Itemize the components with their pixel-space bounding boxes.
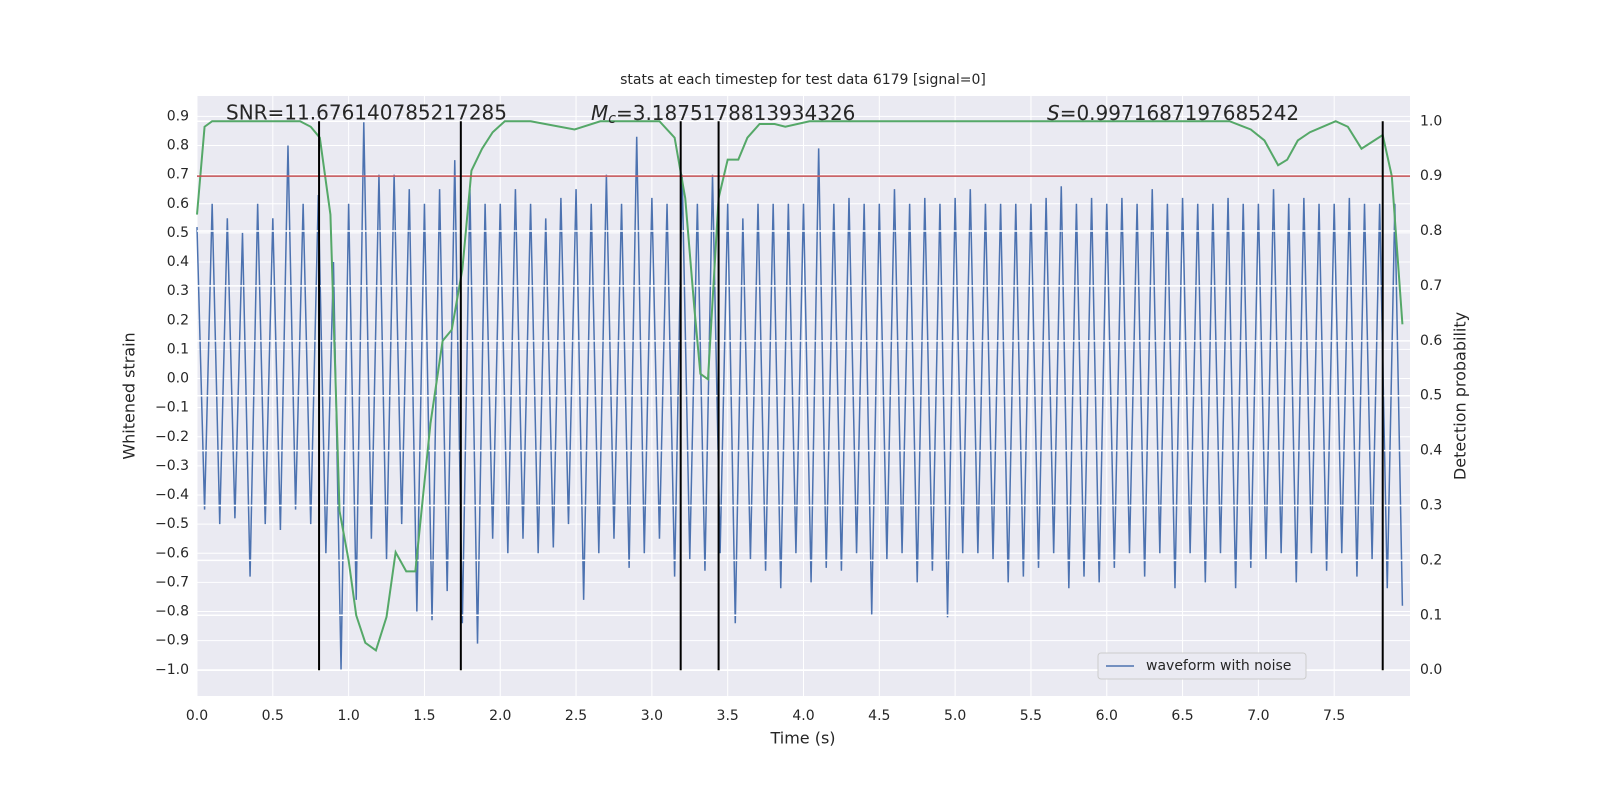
legend-box bbox=[1097, 652, 1307, 680]
x-tick-label: 2.5 bbox=[565, 708, 587, 724]
y2-axis-label: Detection probability bbox=[1451, 312, 1470, 480]
y-tick-label: 0.2 bbox=[167, 312, 189, 328]
x-tick-label: 7.5 bbox=[1323, 708, 1345, 724]
x-tick-label: 5.5 bbox=[1020, 708, 1042, 724]
y-tick-label: 0.9 bbox=[167, 108, 189, 124]
annotation-symbol: S bbox=[1047, 101, 1060, 125]
y2-tick-label: 0.1 bbox=[1420, 607, 1442, 623]
y-tick-label: −0.6 bbox=[155, 545, 189, 561]
y-tick-label: 0.8 bbox=[167, 138, 189, 154]
y2-tick-label: 0.3 bbox=[1420, 498, 1442, 514]
y-tick-label: 0.7 bbox=[167, 167, 189, 183]
x-axis-label: Time (s) bbox=[769, 729, 835, 748]
x-tick-label: 3.0 bbox=[641, 708, 663, 724]
x-tick-label: 6.5 bbox=[1171, 708, 1193, 724]
y-tick-label: −0.4 bbox=[155, 487, 189, 503]
x-tick-label: 0.0 bbox=[186, 708, 208, 724]
data-line bbox=[196, 122, 1404, 670]
y-tick-label: −0.8 bbox=[155, 604, 189, 620]
chart-title: stats at each timestep for test data 617… bbox=[620, 72, 986, 88]
y-tick-label: 0.4 bbox=[167, 254, 189, 270]
y-axis-label: Whitened strain bbox=[120, 332, 139, 459]
y-tick-label: 0.1 bbox=[167, 341, 189, 357]
x-tick-label: 4.5 bbox=[868, 708, 890, 724]
x-tick-label: 7.0 bbox=[1247, 708, 1269, 724]
x-tick-label: 6.0 bbox=[1096, 708, 1118, 724]
y2-tick-label: 1.0 bbox=[1420, 113, 1442, 129]
y-tick-label: 0.3 bbox=[167, 283, 189, 299]
annotation-subscript: c bbox=[608, 111, 616, 127]
y-tick-label: −0.3 bbox=[155, 458, 189, 474]
y-tick-label: −0.7 bbox=[155, 574, 189, 590]
annotation-value: =0.9971687197685242 bbox=[1060, 101, 1299, 125]
x-tick-label: 4.0 bbox=[792, 708, 814, 724]
y-tick-label: 0.0 bbox=[167, 371, 189, 387]
x-tick-label: 2.0 bbox=[489, 708, 511, 724]
y2-tick-label: 0.6 bbox=[1420, 333, 1442, 349]
y-tick-label: −1.0 bbox=[155, 662, 189, 678]
x-tick-label: 1.5 bbox=[413, 708, 435, 724]
annotation: S=0.9971687197685242 bbox=[1047, 101, 1299, 125]
y-tick-label: 0.5 bbox=[167, 225, 189, 241]
y2-tick-label: 0.5 bbox=[1420, 388, 1442, 404]
legend-label: waveform with noise bbox=[1146, 658, 1291, 674]
x-tick-label: 5.0 bbox=[944, 708, 966, 724]
x-tick-label: 1.0 bbox=[337, 708, 359, 724]
y2-tick-label: 0.8 bbox=[1420, 223, 1442, 239]
data-line bbox=[196, 120, 1404, 653]
x-tick-label: 0.5 bbox=[262, 708, 284, 724]
annotation-symbol: M bbox=[591, 101, 608, 125]
annotation: Mc=3.1875178813934326 bbox=[591, 101, 855, 128]
y-tick-label: −0.9 bbox=[155, 633, 189, 649]
y-tick-label: 0.6 bbox=[167, 196, 189, 212]
y2-tick-label: 0.2 bbox=[1420, 552, 1442, 568]
y2-tick-label: 0.4 bbox=[1420, 443, 1442, 459]
y-tick-label: −0.5 bbox=[155, 516, 189, 532]
y-tick-label: −0.1 bbox=[155, 400, 189, 416]
x-tick-label: 3.5 bbox=[717, 708, 739, 724]
y2-tick-label: 0.9 bbox=[1420, 168, 1442, 184]
y2-tick-label: 0.7 bbox=[1420, 278, 1442, 294]
y2-tick-label: 0.0 bbox=[1420, 662, 1442, 678]
annotation: SNR=11.676140785217285 bbox=[226, 101, 507, 125]
annotation-value: =3.1875178813934326 bbox=[616, 101, 855, 125]
y-tick-label: −0.2 bbox=[155, 429, 189, 445]
